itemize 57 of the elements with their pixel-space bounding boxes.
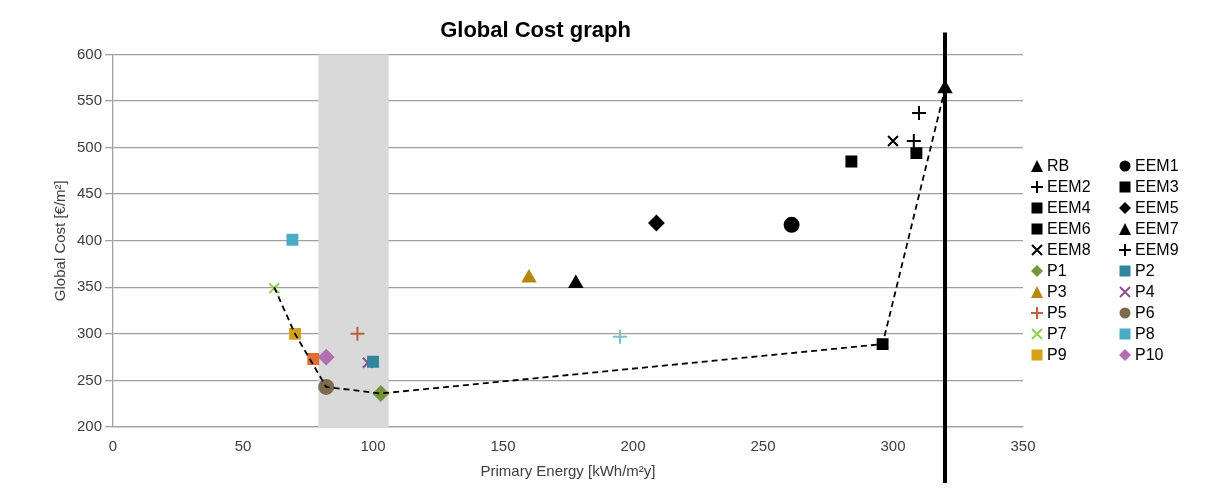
x-tick-label: 350 <box>1010 437 1036 455</box>
y-tick-label: 500 <box>77 137 103 155</box>
x-tick-label: 0 <box>108 437 118 455</box>
x-tick-label: 300 <box>880 437 906 455</box>
legend-label: P3 <box>1047 282 1067 301</box>
chart-title: Global Cost graph <box>440 17 631 43</box>
legend-label: EEM8 <box>1047 240 1091 259</box>
x-axis-title: Primary Energy [kWh/m²y] <box>480 462 656 480</box>
legend-label: P6 <box>1135 303 1155 322</box>
legend-label: EEM7 <box>1135 219 1179 238</box>
y-tick-label: 350 <box>77 277 103 295</box>
legend-label: P10 <box>1135 345 1164 364</box>
point <box>521 269 537 283</box>
y-tick-label: 600 <box>77 44 103 62</box>
x-tick-label: 100 <box>360 437 386 455</box>
point <box>887 135 899 147</box>
legend-label: EEM2 <box>1047 177 1091 196</box>
point <box>845 155 858 168</box>
point <box>286 233 299 246</box>
legend-label: EEM9 <box>1135 240 1179 259</box>
x-tick-label: 200 <box>620 437 646 455</box>
point <box>876 338 889 351</box>
point <box>318 378 335 395</box>
legend-label: EEM1 <box>1135 156 1179 175</box>
point <box>349 325 366 342</box>
y-tick-label: 200 <box>77 417 103 435</box>
point <box>612 328 629 345</box>
point <box>268 282 281 295</box>
point <box>783 216 800 233</box>
y-tick-label: 300 <box>77 323 103 341</box>
legend-label: P9 <box>1047 345 1067 364</box>
y-tick-label: 250 <box>77 370 103 388</box>
legend-label: P1 <box>1047 261 1067 280</box>
y-tick-label: 550 <box>77 91 103 109</box>
legend-label: EEM4 <box>1047 198 1091 217</box>
legend-label: P8 <box>1135 324 1155 343</box>
legend-label: EEM5 <box>1135 198 1179 217</box>
y-axis-title: Global Cost [€/m²] <box>51 180 69 302</box>
point <box>318 349 335 366</box>
point <box>648 215 665 231</box>
x-tick-label: 150 <box>490 437 516 455</box>
legend-label: P5 <box>1047 303 1067 322</box>
legend-label: P7 <box>1047 324 1067 343</box>
point <box>911 105 927 122</box>
legend-label: P2 <box>1135 261 1155 280</box>
point <box>905 133 922 150</box>
point <box>910 147 923 160</box>
point <box>367 355 379 368</box>
x-tick-label: 250 <box>750 437 776 455</box>
legend-label: P4 <box>1135 282 1155 301</box>
legend-label: EEM6 <box>1047 219 1091 238</box>
y-tick-label: 400 <box>77 230 103 248</box>
y-tick-label: 450 <box>77 184 103 202</box>
x-tick-label: 50 <box>234 437 252 455</box>
legend-label: EEM3 <box>1135 177 1179 196</box>
point <box>568 275 583 289</box>
legend-label: RB <box>1047 156 1070 175</box>
